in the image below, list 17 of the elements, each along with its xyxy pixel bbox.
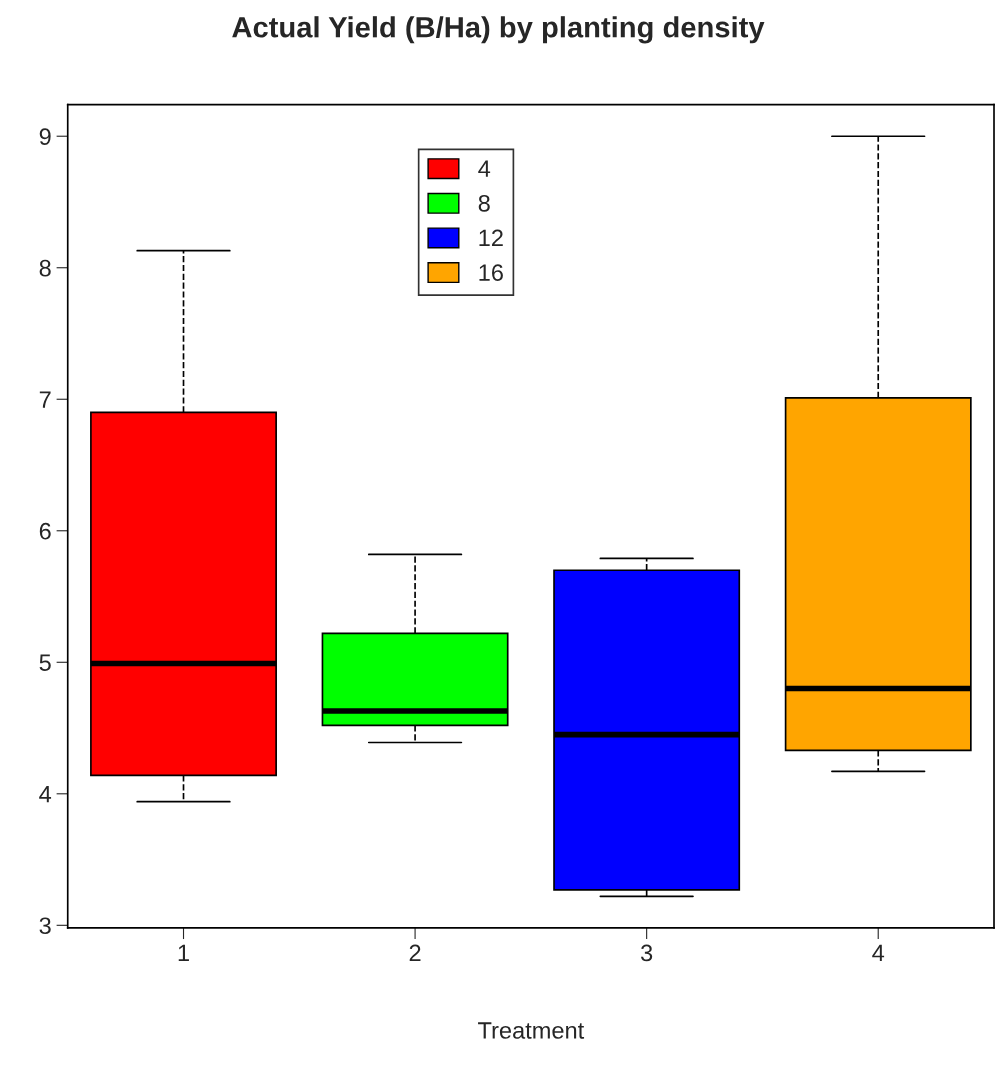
y-tick-label: 5 (39, 654, 51, 672)
chart-title: Actual Yield (B/Ha) by planting density (232, 16, 765, 44)
y-tick-label: 6 (39, 522, 51, 540)
y-tick-label: 8 (39, 259, 51, 277)
y-tick-label: 3 (39, 917, 51, 935)
legend-label: 4 (478, 160, 491, 177)
y-tick-label: 4 (39, 786, 52, 803)
y-tick-label: 9 (39, 128, 51, 146)
legend-label: 16 (479, 264, 503, 281)
legend-label: 8 (478, 194, 490, 212)
y-tick-label: 7 (39, 391, 51, 408)
x-tick-label: 3 (640, 944, 653, 962)
legend-label: 12 (479, 229, 503, 247)
x-tick-label: 4 (872, 944, 885, 962)
x-axis-title: Treatment (478, 1022, 585, 1039)
x-tick-label: 2 (409, 944, 421, 962)
x-tick-label: 1 (178, 944, 189, 962)
